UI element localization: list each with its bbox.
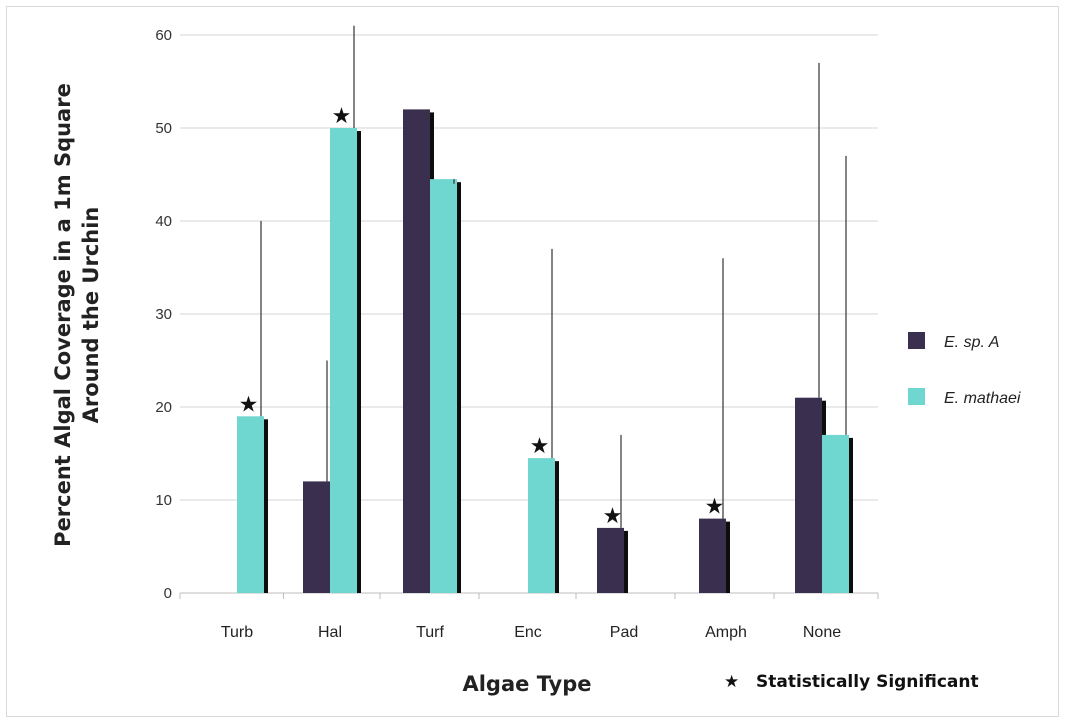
x-tick-label-enc: Enc xyxy=(514,624,542,641)
significance-star-icon: ★ xyxy=(603,504,623,529)
y-tick-label-0: 0 xyxy=(164,585,172,602)
legend: E. sp. A E. mathaei xyxy=(908,332,1021,407)
legend-swatch-e-sp-a xyxy=(908,332,925,349)
x-axis-title: Algae Type xyxy=(462,672,591,696)
category-labels: Turb Hal Turf Enc Pad Amph None xyxy=(221,624,841,641)
significance-star-icon: ★ xyxy=(724,672,739,692)
legend-label-e-sp-a: E. sp. A xyxy=(944,334,999,351)
x-tick-label-amph: Amph xyxy=(705,624,747,641)
y-tick-label-10: 10 xyxy=(155,492,172,509)
y-tick-label-30: 30 xyxy=(155,306,172,323)
bar-e-mathaei-hal xyxy=(330,128,357,593)
gridlines xyxy=(179,34,879,599)
y-tick-label-50: 50 xyxy=(155,120,172,137)
bar-e-mathaei-none xyxy=(822,434,849,593)
x-tick-label-turf: Turf xyxy=(416,624,444,641)
significance-star-icon: ★ xyxy=(332,104,352,129)
legend-label-e-mathaei: E. mathaei xyxy=(944,390,1021,407)
significance-note-text: Statistically Significant xyxy=(756,672,979,692)
x-tick-label-none: None xyxy=(803,624,841,641)
bar-e-sp-a-hal xyxy=(303,481,330,593)
significance-star-icon: ★ xyxy=(239,392,259,417)
bar-e-sp-a-turf xyxy=(403,109,430,594)
y-axis-title-line1: Percent Algal Coverage in a 1m Square xyxy=(51,83,75,547)
significance-star-icon: ★ xyxy=(705,495,725,520)
y-tick-label-20: 20 xyxy=(155,399,172,416)
bar-e-mathaei-turb xyxy=(237,416,264,593)
bar-e-sp-a-amph xyxy=(699,518,726,593)
significance-note: ★ Statistically Significant xyxy=(724,672,979,692)
y-axis-title-line2: Around the Urchin xyxy=(79,207,103,424)
significance-star-icon: ★ xyxy=(530,434,550,459)
chart-frame xyxy=(6,6,1059,717)
bar-e-sp-a-none xyxy=(795,397,822,593)
y-tick-labels: 0 10 20 30 40 50 60 xyxy=(155,27,172,602)
bars: ★ ★ ★ ★ ★ xyxy=(237,25,853,594)
bar-e-mathaei-enc xyxy=(528,458,555,593)
y-tick-label-40: 40 xyxy=(155,213,172,230)
x-tick-label-turb: Turb xyxy=(221,624,253,641)
bar-e-sp-a-pad xyxy=(597,527,624,593)
y-tick-label-60: 60 xyxy=(155,27,172,44)
legend-swatch-e-mathaei xyxy=(908,388,925,405)
x-tick-label-hal: Hal xyxy=(318,624,342,641)
bar-e-mathaei-turf xyxy=(430,179,457,593)
x-tick-label-pad: Pad xyxy=(610,624,638,641)
